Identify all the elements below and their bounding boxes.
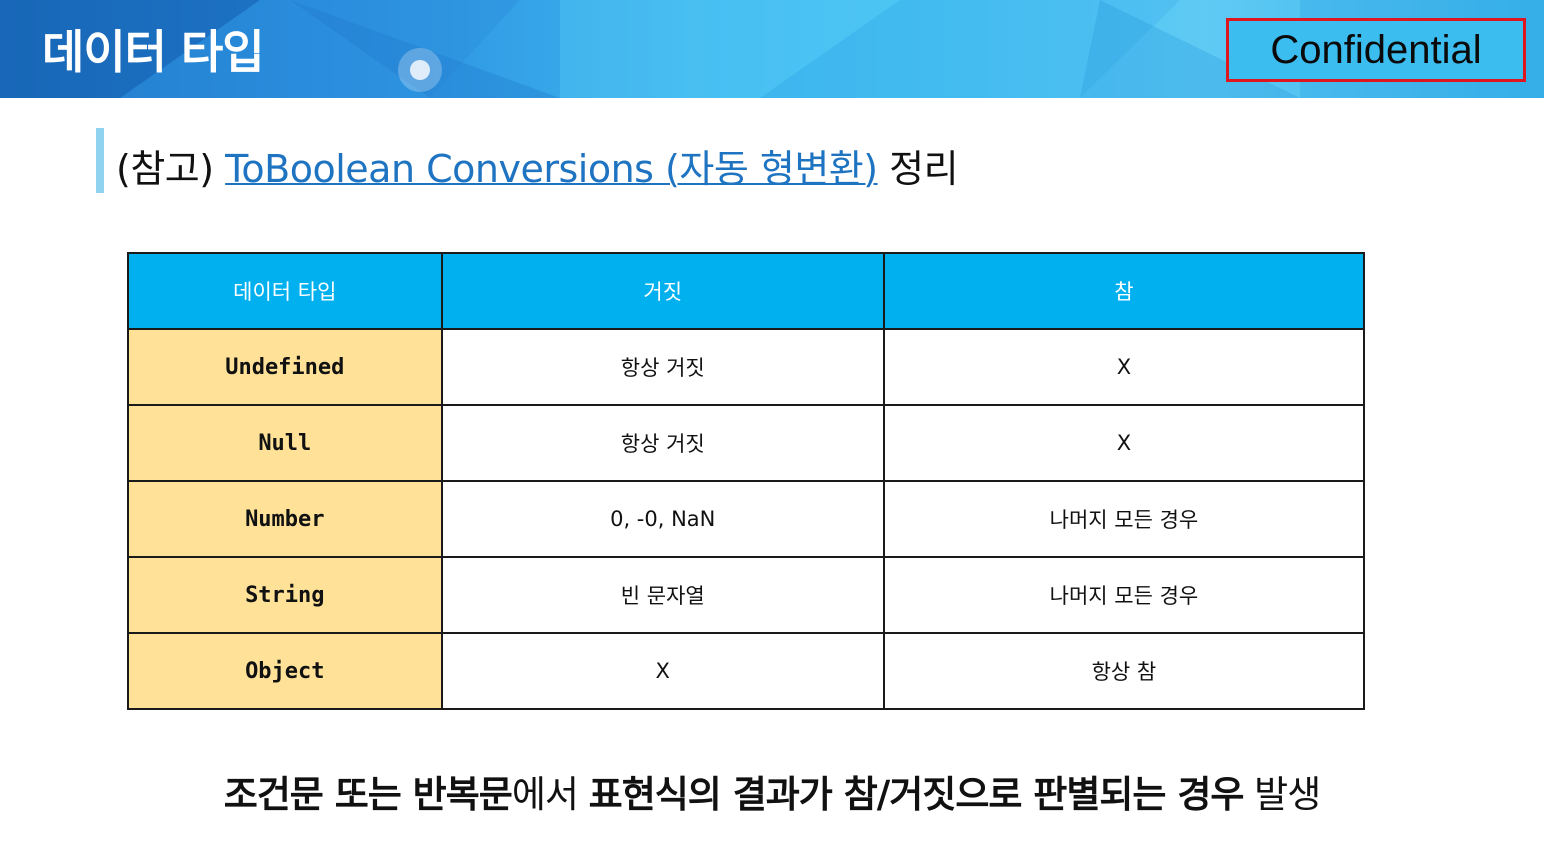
true-cell: X: [882, 328, 1366, 406]
true-cell: 나머지 모든 경우: [882, 556, 1366, 634]
table-row: Object X 항상 참: [127, 632, 1366, 710]
column-header-false: 거짓: [440, 252, 885, 330]
column-header-true: 참: [882, 252, 1366, 330]
true-cell: 나머지 모든 경우: [882, 480, 1366, 558]
subtitle-accent-bar: [96, 128, 104, 193]
type-cell: Null: [127, 404, 443, 482]
false-cell: 0, -0, NaN: [440, 480, 885, 558]
subtitle-prefix: (참고): [116, 147, 226, 191]
false-cell: 항상 거짓: [440, 328, 885, 406]
type-cell: Undefined: [127, 328, 443, 406]
true-cell: X: [882, 404, 1366, 482]
toboolean-conversions-link[interactable]: ToBoolean Conversions (자동 형변환): [225, 147, 878, 191]
page-title: 데이터 타입: [42, 25, 265, 79]
confidential-badge: Confidential: [1226, 18, 1526, 82]
summary-sentence: 조건문 또는 반복문에서 표현식의 결과가 참/거짓으로 판별되는 경우 발생: [0, 764, 1544, 818]
table-header-row: 데이터 타입 거짓 참: [127, 252, 1366, 330]
table-row: Undefined 항상 거짓 X: [127, 328, 1366, 406]
subtitle-suffix: 정리: [877, 147, 959, 191]
table-row: String 빈 문자열 나머지 모든 경우: [127, 556, 1366, 634]
table-row: Number 0, -0, NaN 나머지 모든 경우: [127, 480, 1366, 558]
summary-part-expression: 표현식의 결과가 참/거짓으로 판별되는 경우: [588, 773, 1245, 816]
column-header-type: 데이터 타입: [127, 252, 443, 330]
table-row: Null 항상 거짓 X: [127, 404, 1366, 482]
false-cell: 항상 거짓: [440, 404, 885, 482]
summary-part-connector: 에서: [511, 773, 589, 816]
summary-part-condition: 조건문 또는 반복문: [223, 773, 513, 816]
toboolean-table: 데이터 타입 거짓 참 Undefined 항상 거짓 X Null 항상 거짓…: [127, 252, 1366, 710]
true-cell: 항상 참: [882, 632, 1366, 710]
summary-part-ending: 발생: [1243, 773, 1321, 816]
false-cell: X: [440, 632, 885, 710]
section-subtitle: (참고) ToBoolean Conversions (자동 형변환) 정리: [116, 138, 959, 193]
header-banner: 데이터 타입 Confidential: [0, 0, 1544, 98]
type-cell: String: [127, 556, 443, 634]
type-cell: Number: [127, 480, 443, 558]
false-cell: 빈 문자열: [440, 556, 885, 634]
type-cell: Object: [127, 632, 443, 710]
